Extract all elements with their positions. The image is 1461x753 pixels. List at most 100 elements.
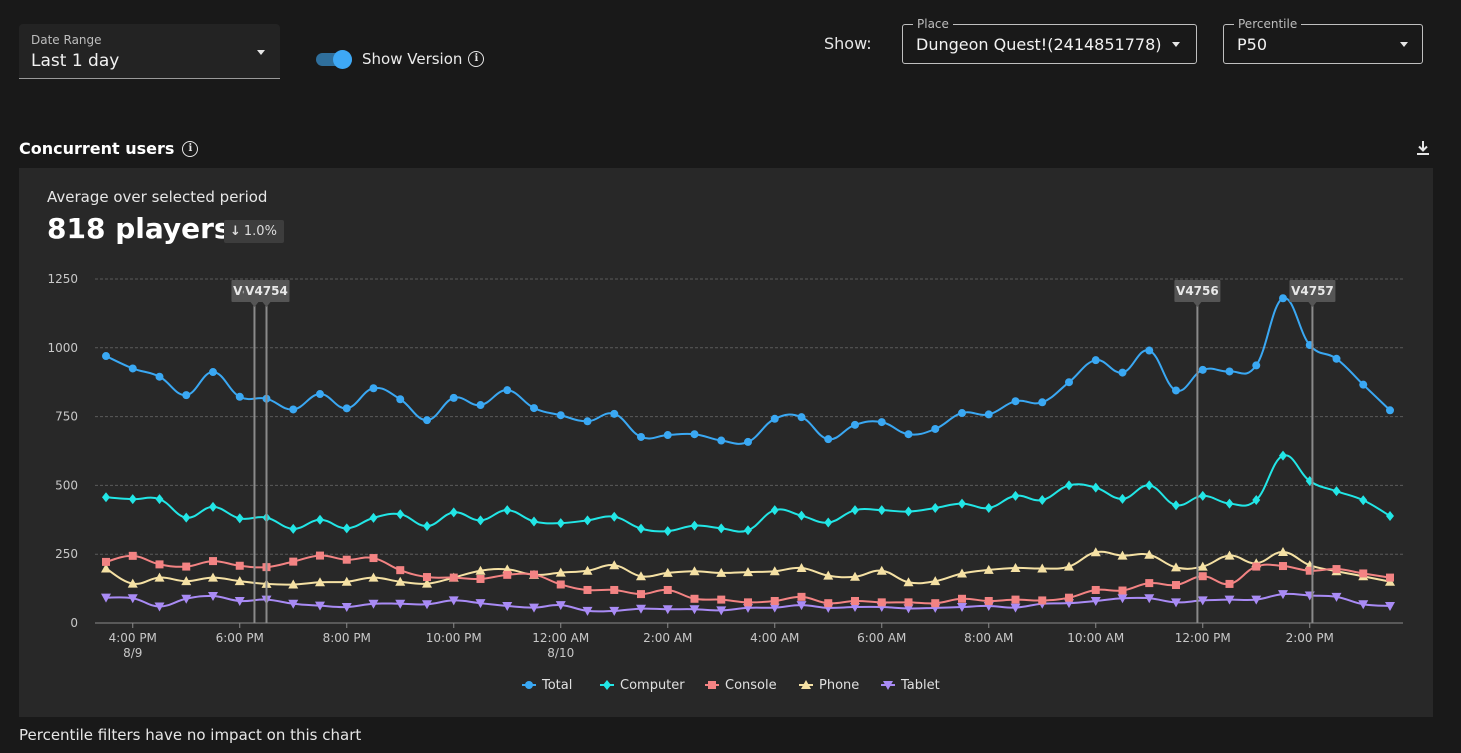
data-point-phone bbox=[1171, 562, 1181, 572]
data-point-console bbox=[1011, 595, 1020, 604]
data-point-total bbox=[931, 424, 940, 433]
date-range-select[interactable]: Date Range Last 1 day bbox=[19, 24, 280, 79]
data-point-phone bbox=[1197, 561, 1208, 571]
data-point-computer bbox=[423, 521, 431, 532]
data-point-computer bbox=[1011, 490, 1020, 501]
data-point-total bbox=[1359, 380, 1368, 389]
data-point-total bbox=[289, 405, 298, 414]
data-point-console bbox=[610, 585, 619, 594]
data-point-computer bbox=[583, 515, 592, 526]
data-point-phone bbox=[154, 572, 165, 582]
y-tick-label: 500 bbox=[55, 478, 78, 492]
y-tick-label: 250 bbox=[55, 547, 78, 561]
legend-label: Tablet bbox=[900, 678, 940, 693]
data-point-tablet bbox=[1197, 596, 1208, 606]
data-point-computer bbox=[1279, 450, 1287, 461]
data-point-computer bbox=[1091, 482, 1100, 493]
data-point-phone bbox=[1117, 550, 1128, 560]
chevron-down-icon bbox=[1172, 42, 1180, 47]
x-tick-label: 8:00 AM bbox=[964, 631, 1013, 645]
legend-item-phone: Phone bbox=[799, 678, 859, 693]
download-icon[interactable] bbox=[1414, 139, 1432, 157]
data-point-total bbox=[904, 430, 913, 439]
data-point-console bbox=[744, 598, 752, 607]
toggle-knob bbox=[333, 50, 352, 69]
data-point-phone bbox=[903, 577, 914, 587]
footnote: Percentile filters have no impact on thi… bbox=[19, 726, 362, 744]
data-point-phone bbox=[1037, 563, 1048, 573]
data-point-tablet bbox=[1010, 603, 1021, 613]
data-point-tablet bbox=[234, 596, 245, 606]
data-point-phone bbox=[796, 562, 807, 572]
legend-marker bbox=[883, 681, 893, 690]
data-point-computer bbox=[984, 502, 993, 513]
data-point-total bbox=[155, 372, 164, 381]
data-point-total bbox=[316, 390, 324, 399]
show-version-label: Show Version bbox=[362, 50, 463, 68]
x-tick-label: 2:00 PM bbox=[1286, 631, 1334, 645]
data-point-total bbox=[1145, 346, 1154, 355]
data-point-total bbox=[556, 411, 565, 420]
x-tick-label: 6:00 AM bbox=[857, 631, 906, 645]
data-point-tablet bbox=[1090, 596, 1101, 606]
place-label: Place bbox=[913, 16, 953, 32]
data-point-tablet bbox=[395, 599, 406, 609]
data-point-tablet bbox=[288, 599, 299, 609]
info-icon[interactable]: i bbox=[182, 140, 199, 157]
legend-item-computer: Computer bbox=[600, 678, 685, 693]
data-point-console bbox=[342, 555, 351, 564]
data-point-phone bbox=[234, 576, 245, 586]
data-point-tablet bbox=[636, 604, 646, 614]
data-point-total bbox=[449, 393, 458, 402]
data-point-console bbox=[1118, 586, 1127, 595]
data-point-total bbox=[1332, 354, 1341, 363]
data-point-console bbox=[102, 557, 110, 566]
version-badge-pointer bbox=[1193, 302, 1202, 307]
data-point-console bbox=[449, 573, 458, 582]
data-point-console bbox=[1198, 572, 1207, 581]
place-select[interactable]: Place Dungeon Quest!(2414851778) bbox=[902, 16, 1197, 64]
data-point-phone bbox=[983, 564, 994, 574]
data-point-total bbox=[102, 352, 110, 361]
series-console bbox=[102, 551, 1394, 608]
data-point-total bbox=[877, 418, 886, 427]
data-point-console bbox=[369, 554, 378, 563]
data-point-computer bbox=[1332, 486, 1341, 497]
data-point-tablet bbox=[529, 603, 539, 613]
data-point-total bbox=[717, 436, 726, 445]
percentile-label: Percentile bbox=[1234, 16, 1302, 32]
show-version-toggle[interactable] bbox=[316, 50, 354, 69]
data-point-tablet bbox=[154, 602, 165, 612]
data-point-console bbox=[583, 585, 592, 594]
data-point-computer bbox=[530, 516, 538, 527]
data-point-phone bbox=[1090, 547, 1101, 557]
data-point-total bbox=[610, 409, 619, 418]
data-point-phone bbox=[315, 577, 325, 587]
data-point-computer bbox=[316, 514, 324, 525]
data-point-computer bbox=[449, 507, 458, 518]
legend-label: Total bbox=[541, 678, 572, 693]
x-tick-label: 10:00 AM bbox=[1067, 631, 1124, 645]
data-point-phone bbox=[930, 576, 941, 586]
version-label: V4756 bbox=[1176, 284, 1219, 298]
data-point-tablet bbox=[1171, 598, 1181, 608]
percentile-select[interactable]: Percentile P50 bbox=[1223, 16, 1423, 64]
data-point-computer bbox=[744, 525, 752, 536]
data-point-total bbox=[1038, 398, 1047, 407]
version-badge-pointer bbox=[250, 302, 259, 307]
data-point-computer bbox=[1198, 490, 1207, 501]
data-point-phone bbox=[582, 565, 593, 575]
date-range-label: Date Range bbox=[31, 33, 102, 47]
data-point-console bbox=[235, 561, 244, 570]
data-point-phone bbox=[716, 567, 727, 577]
data-point-phone bbox=[1064, 561, 1074, 571]
place-value: Dungeon Quest!(2414851778) bbox=[916, 35, 1162, 54]
info-icon[interactable]: i bbox=[468, 51, 485, 67]
data-point-total bbox=[1252, 361, 1261, 370]
data-point-console bbox=[1252, 562, 1261, 571]
x-tick-label: 4:00 PM bbox=[109, 631, 157, 645]
data-point-total bbox=[1172, 386, 1180, 395]
y-tick-label: 0 bbox=[70, 616, 78, 630]
data-point-tablet bbox=[341, 603, 352, 613]
data-point-console bbox=[931, 599, 940, 608]
